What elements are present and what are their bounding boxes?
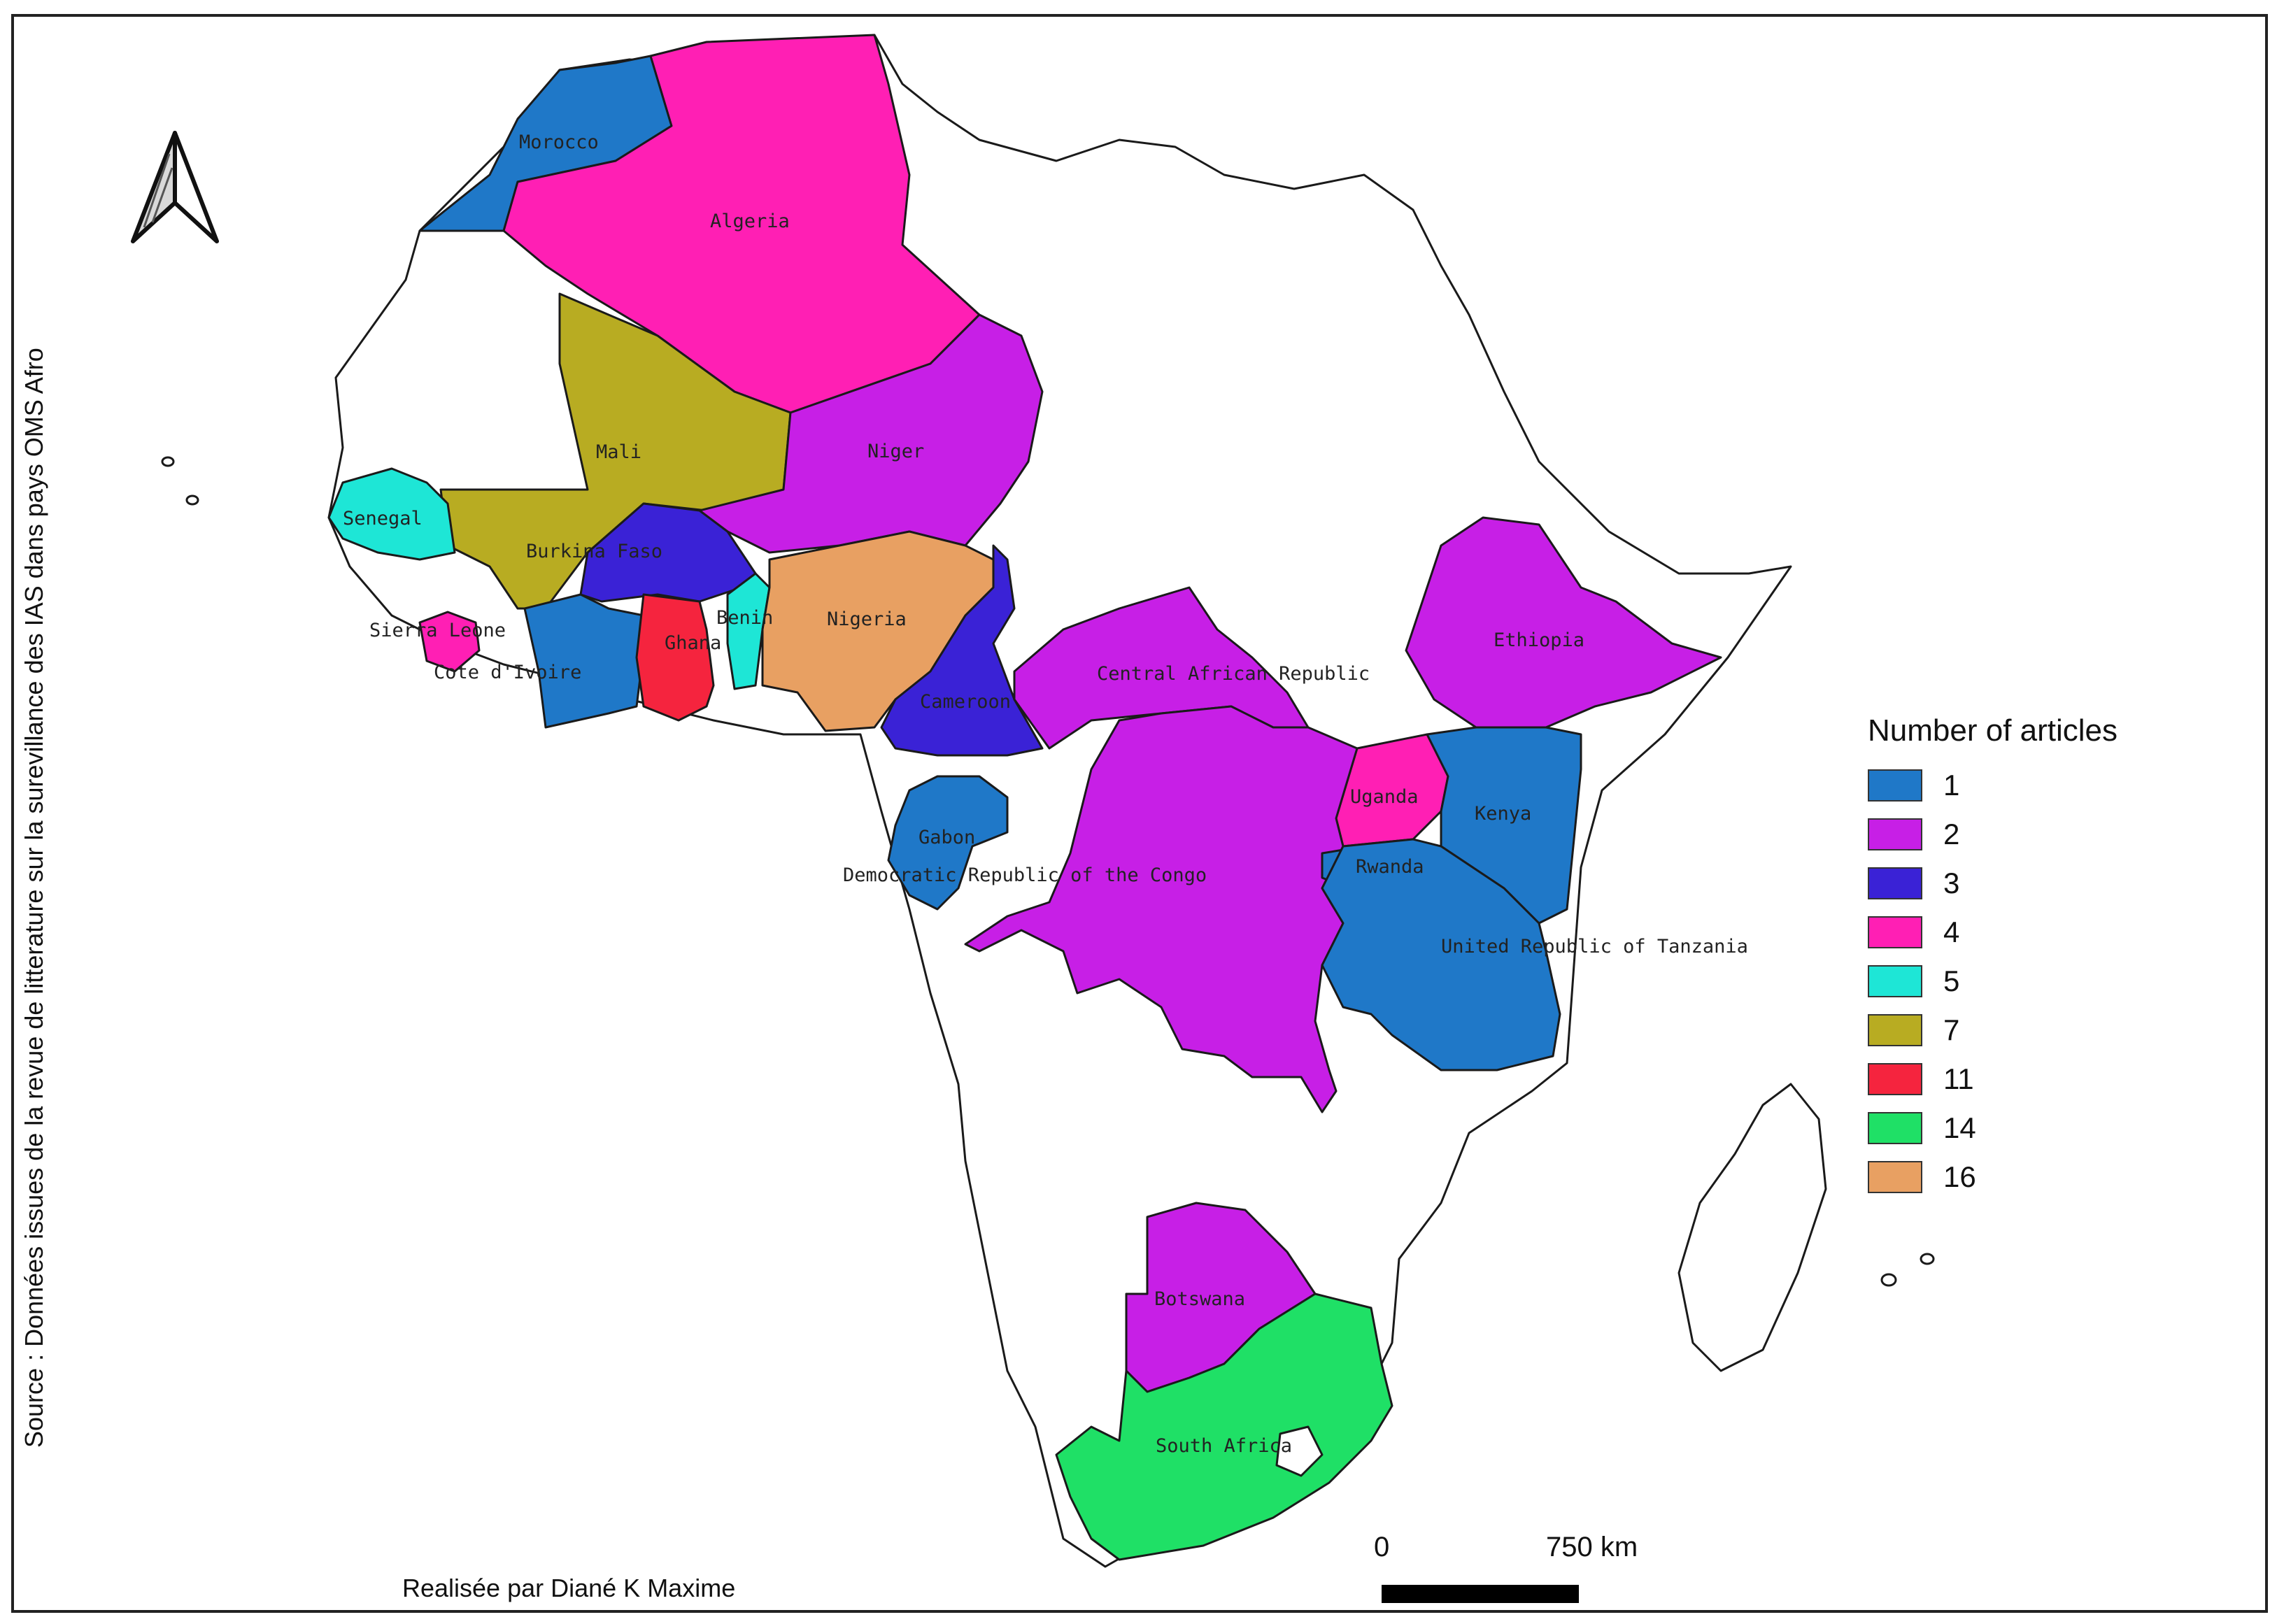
legend-item: 2: [1868, 810, 2118, 859]
legend-item: 7: [1868, 1006, 2118, 1055]
label-ethiopia: Ethiopia: [1494, 629, 1584, 651]
country-algeria: [502, 34, 981, 414]
legend-swatch: [1868, 916, 1922, 948]
source-caption: Source : Données issues de la revue de l…: [20, 348, 48, 1448]
label-cote-divoire: Cote d'Ivoire: [434, 662, 581, 683]
legend-label: 11: [1943, 1062, 1974, 1095]
legend-label: 2: [1943, 818, 1960, 850]
legend-swatch: [1868, 1161, 1922, 1193]
north-arrow-icon: [131, 131, 219, 243]
legend-swatch: [1868, 1014, 1922, 1046]
label-senegal: Senegal: [343, 508, 423, 529]
legend-label: 4: [1943, 916, 1960, 948]
country-ghana: [635, 593, 715, 722]
country-tanzania: [1321, 838, 1561, 1071]
country-benin: [726, 572, 771, 690]
legend-swatch: [1868, 1063, 1922, 1095]
label-ghana: Ghana: [665, 632, 721, 654]
label-morocco: Morocco: [519, 131, 599, 153]
country-cote-divoire: [523, 593, 645, 729]
country-kenya: [1426, 726, 1582, 925]
label-central-african-republic: Central African Republic: [1097, 663, 1370, 685]
legend-swatch: [1868, 769, 1922, 802]
country-cameroon: [880, 544, 1044, 757]
legend-label: 7: [1943, 1013, 1960, 1046]
legend-item: 14: [1868, 1104, 2118, 1153]
country-mali: [439, 292, 792, 610]
legend-label: 1: [1943, 769, 1960, 802]
label-gabon: Gabon: [918, 827, 975, 848]
label-algeria: Algeria: [710, 211, 790, 232]
label-mali: Mali: [596, 441, 641, 463]
label-tanzania: United Republic of Tanzania: [1441, 936, 1748, 957]
legend-item: 3: [1868, 859, 2118, 908]
legend-item: 1: [1868, 761, 2118, 810]
legend-label: 14: [1943, 1111, 1976, 1144]
country-south-africa: [1055, 1292, 1393, 1561]
label-nigeria: Nigeria: [827, 608, 907, 630]
label-benin: Benin: [716, 607, 773, 629]
madagascar-shape: [1677, 1083, 1827, 1372]
country-senegal: [327, 467, 456, 561]
legend-label: 16: [1943, 1160, 1976, 1193]
island-1: [161, 456, 175, 467]
legend-item: 5: [1868, 957, 2118, 1006]
label-drc: Democratic Republic of the Congo: [843, 864, 1207, 886]
legend-swatch: [1868, 867, 1922, 899]
label-south-africa: South Africa: [1156, 1435, 1292, 1457]
label-sierra-leone: Sierra Leone: [369, 620, 506, 641]
label-rwanda: Rwanda: [1356, 856, 1424, 878]
legend-swatch: [1868, 1112, 1922, 1144]
legend-swatch: [1868, 818, 1922, 850]
label-niger: Niger: [867, 441, 924, 462]
scale-start-label: 0: [1374, 1532, 1390, 1562]
label-cameroon: Cameroon: [920, 691, 1011, 713]
label-uganda: Uganda: [1350, 786, 1419, 808]
island-3: [1880, 1273, 1897, 1287]
author-caption: Realisée par Diané K Maxime: [402, 1574, 736, 1602]
legend-title: Number of articles: [1868, 713, 2118, 748]
country-gabon: [887, 775, 1009, 911]
legend-item: 4: [1868, 908, 2118, 957]
island-2: [185, 494, 199, 506]
label-burkina-faso: Burkina Faso: [526, 541, 662, 562]
island-4: [1920, 1253, 1935, 1265]
label-botswana: Botswana: [1154, 1288, 1245, 1310]
legend-swatch: [1868, 965, 1922, 997]
lesotho-shape: [1275, 1425, 1324, 1477]
legend-item: 16: [1868, 1153, 2118, 1202]
legend-label: 3: [1943, 867, 1960, 899]
legend-item: 11: [1868, 1055, 2118, 1104]
country-ethiopia: [1405, 516, 1722, 729]
country-sierra-leone: [418, 611, 481, 673]
legend: Number of articles 1 2 3 4 5 7 11 14 16: [1868, 713, 2118, 1202]
scale-end-label: 750 km: [1546, 1532, 1638, 1562]
label-kenya: Kenya: [1475, 803, 1531, 825]
scale-bar-line: [1382, 1585, 1579, 1603]
legend-label: 5: [1943, 964, 1960, 997]
